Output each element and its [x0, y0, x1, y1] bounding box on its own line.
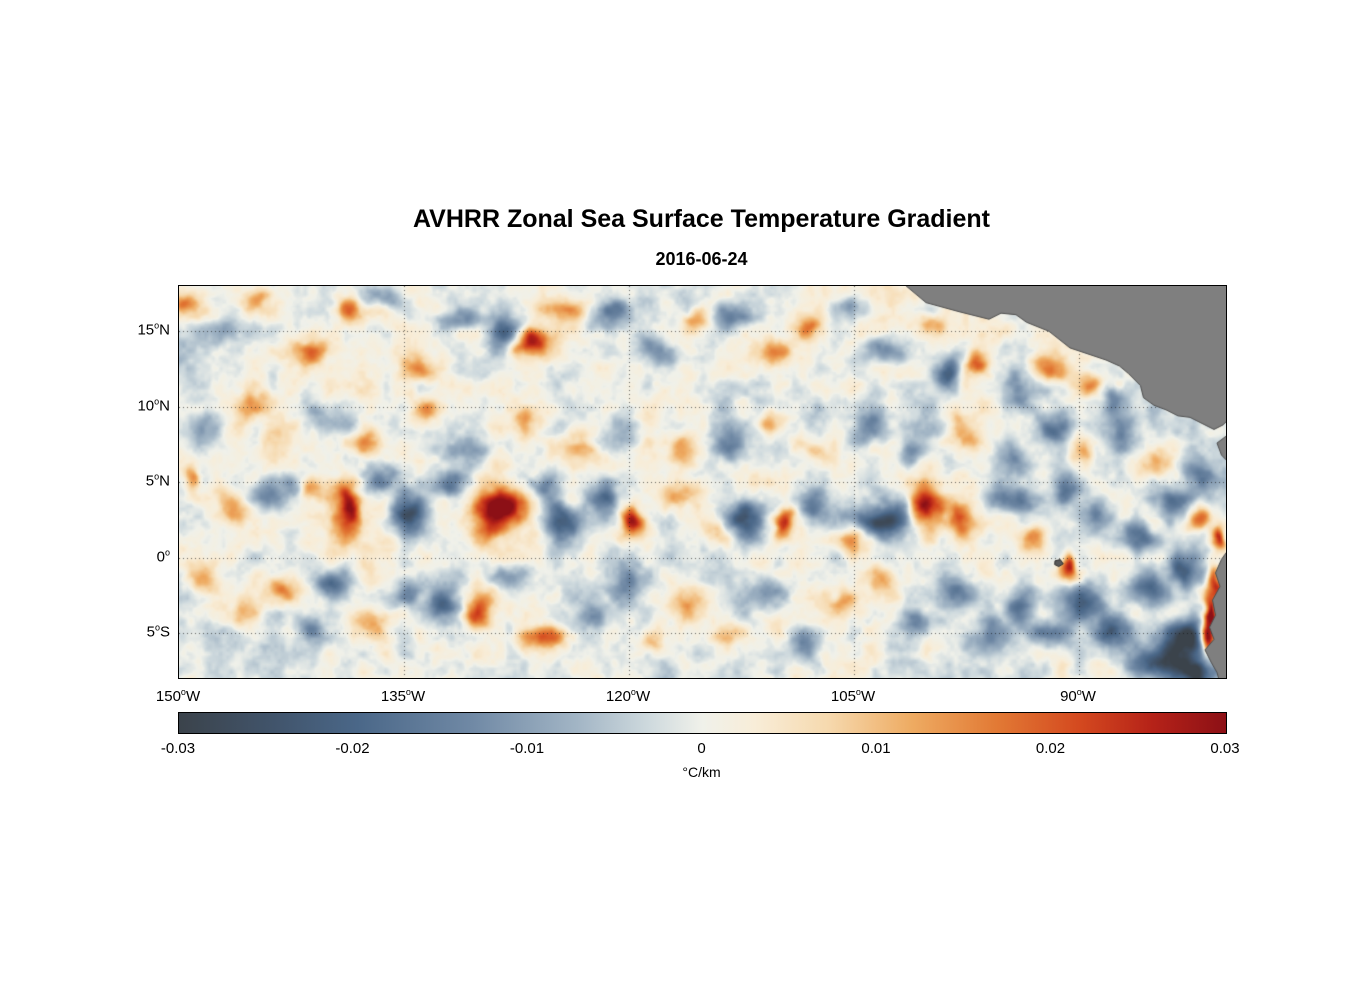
colorbar-tick-0.02: 0.02 [1035, 740, 1066, 757]
x-tick-label-90W: 90oW [1060, 687, 1096, 706]
x-tick-label-105W: 105oW [830, 687, 876, 706]
map-plot-area [178, 285, 1227, 679]
sst-gradient-heatmap [179, 286, 1226, 678]
x-tick-label-120W: 120oW [605, 687, 651, 706]
colorbar-tick-0: 0 [697, 740, 706, 757]
y-tick-label-15N: 15oN [137, 320, 170, 339]
chart-date: 2016-06-24 [655, 249, 748, 269]
x-tick-label-135W: 135oW [380, 687, 426, 706]
colorbar-tick--0.01: -0.01 [509, 740, 545, 757]
colorbar-unit-label: °C/km [682, 764, 721, 780]
y-tick-label-5N: 5oN [145, 471, 170, 490]
chart-title: AVHRR Zonal Sea Surface Temperature Grad… [412, 205, 990, 233]
y-tick-label-0eq: 0o [156, 547, 170, 566]
colorbar-tick--0.03: -0.03 [160, 740, 196, 757]
x-tick-label-150W: 150oW [155, 687, 201, 706]
y-tick-label-5S: 5oS [146, 622, 170, 641]
colorbar-tick--0.02: -0.02 [335, 740, 370, 757]
colorbar-tick-0.03: 0.03 [1210, 740, 1240, 757]
y-tick-label-10N: 10oN [137, 396, 170, 415]
colorbar [178, 712, 1227, 734]
colorbar-tick-0.01: 0.01 [861, 740, 891, 757]
